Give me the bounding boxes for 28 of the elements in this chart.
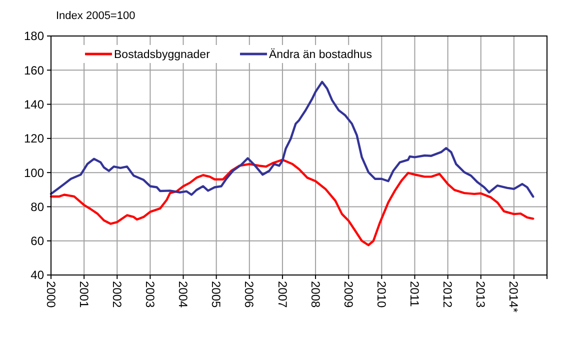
x-tick-label: 2014* <box>506 281 521 313</box>
x-tick-label: 2009 <box>341 281 356 308</box>
x-tick-label: 2012 <box>440 281 455 308</box>
x-tick-label: 2004 <box>176 281 190 308</box>
x-tick-label: 2013 <box>474 281 488 308</box>
y-tick-label: 100 <box>24 166 44 180</box>
legend-label: Ändra än bostadhus <box>269 48 372 61</box>
y-tick-label: 120 <box>24 132 44 146</box>
y-tick-label: 40 <box>30 268 44 282</box>
x-tick-label: 2003 <box>143 281 157 308</box>
y-tick-label: 60 <box>30 234 44 248</box>
legend-label: Bostadsbyggnader <box>114 49 210 61</box>
y-tick-label: 160 <box>24 63 44 78</box>
x-tick-label: 2000 <box>44 281 58 308</box>
y-tick-label: 180 <box>24 29 44 44</box>
chart-title: Index 2005=100 <box>56 10 136 22</box>
x-tick-label: 2006 <box>242 281 256 308</box>
x-tick-label: 2005 <box>209 281 224 308</box>
x-tick-label: 2011 <box>408 281 422 308</box>
y-tick-label: 140 <box>24 97 44 112</box>
x-tick-label: 2008 <box>308 281 322 308</box>
x-tick-label: 2001 <box>76 281 91 308</box>
x-tick-label: 2010 <box>374 281 388 308</box>
y-tick-label: 80 <box>30 200 44 214</box>
line-series <box>50 80 534 198</box>
x-tick-label: 2007 <box>275 281 290 308</box>
x-tick-label: 2002 <box>110 281 124 308</box>
line-series <box>50 158 534 246</box>
